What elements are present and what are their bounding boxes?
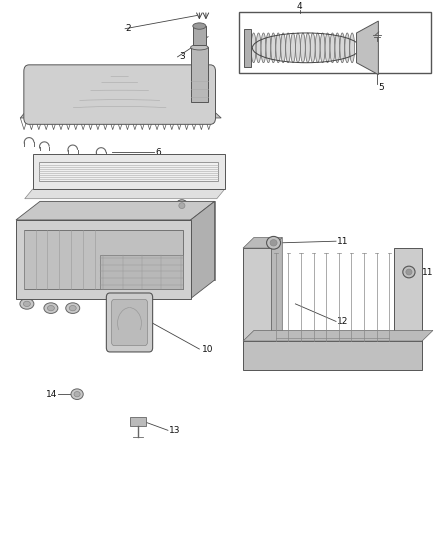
Ellipse shape: [267, 237, 281, 249]
Bar: [243, 341, 422, 370]
Ellipse shape: [271, 33, 276, 63]
Text: 14: 14: [46, 390, 57, 399]
Bar: [24, 230, 183, 289]
Ellipse shape: [74, 392, 80, 397]
Polygon shape: [243, 238, 283, 248]
Ellipse shape: [330, 33, 335, 63]
Ellipse shape: [23, 301, 30, 306]
Bar: [100, 255, 183, 289]
Ellipse shape: [305, 33, 310, 63]
Polygon shape: [16, 201, 215, 220]
Text: 8: 8: [204, 201, 209, 210]
Text: 6: 6: [155, 148, 162, 157]
Ellipse shape: [286, 33, 290, 63]
Text: 11: 11: [337, 237, 348, 246]
Ellipse shape: [296, 33, 300, 63]
Text: 7: 7: [217, 177, 223, 186]
Bar: [244, 28, 251, 67]
Bar: [191, 47, 208, 102]
Bar: [243, 248, 272, 344]
Bar: [193, 26, 206, 45]
Ellipse shape: [276, 33, 281, 63]
Polygon shape: [40, 201, 215, 280]
Text: 3: 3: [180, 52, 185, 61]
Ellipse shape: [300, 33, 305, 63]
Ellipse shape: [311, 33, 315, 63]
Text: 13: 13: [169, 426, 180, 435]
Ellipse shape: [44, 303, 58, 313]
Polygon shape: [191, 201, 215, 298]
Ellipse shape: [193, 23, 206, 29]
Bar: [131, 416, 146, 426]
Ellipse shape: [335, 33, 340, 63]
Text: 11: 11: [422, 268, 434, 277]
Polygon shape: [243, 330, 433, 341]
Polygon shape: [20, 110, 221, 118]
Polygon shape: [272, 238, 283, 344]
Ellipse shape: [176, 200, 188, 212]
Ellipse shape: [246, 33, 251, 63]
Text: 5: 5: [378, 83, 384, 92]
Ellipse shape: [281, 33, 286, 63]
Ellipse shape: [291, 33, 296, 63]
Ellipse shape: [270, 240, 277, 246]
Ellipse shape: [251, 33, 256, 63]
FancyBboxPatch shape: [106, 293, 152, 352]
Text: 12: 12: [337, 317, 348, 326]
Ellipse shape: [403, 266, 415, 278]
Ellipse shape: [340, 33, 345, 63]
Ellipse shape: [325, 33, 330, 63]
Ellipse shape: [350, 33, 355, 63]
Bar: [32, 154, 225, 189]
Ellipse shape: [66, 303, 80, 313]
Ellipse shape: [320, 33, 325, 63]
Ellipse shape: [179, 203, 185, 208]
Polygon shape: [25, 189, 225, 199]
Ellipse shape: [345, 33, 350, 63]
Polygon shape: [357, 21, 378, 75]
Ellipse shape: [406, 269, 412, 275]
Text: 10: 10: [201, 344, 213, 353]
Text: 4: 4: [297, 2, 303, 11]
Bar: [39, 162, 218, 181]
Bar: [239, 12, 431, 73]
Ellipse shape: [315, 33, 320, 63]
Ellipse shape: [256, 33, 261, 63]
Ellipse shape: [20, 298, 34, 309]
FancyBboxPatch shape: [112, 300, 148, 345]
Bar: [394, 248, 422, 344]
Text: 2: 2: [125, 24, 131, 33]
Ellipse shape: [191, 45, 208, 50]
FancyBboxPatch shape: [24, 65, 215, 124]
Bar: [16, 220, 191, 298]
Text: 9: 9: [195, 254, 201, 263]
Ellipse shape: [47, 305, 54, 311]
Ellipse shape: [266, 33, 271, 63]
Ellipse shape: [69, 305, 76, 311]
Ellipse shape: [261, 33, 266, 63]
Ellipse shape: [71, 389, 83, 400]
Text: 1: 1: [71, 94, 77, 103]
